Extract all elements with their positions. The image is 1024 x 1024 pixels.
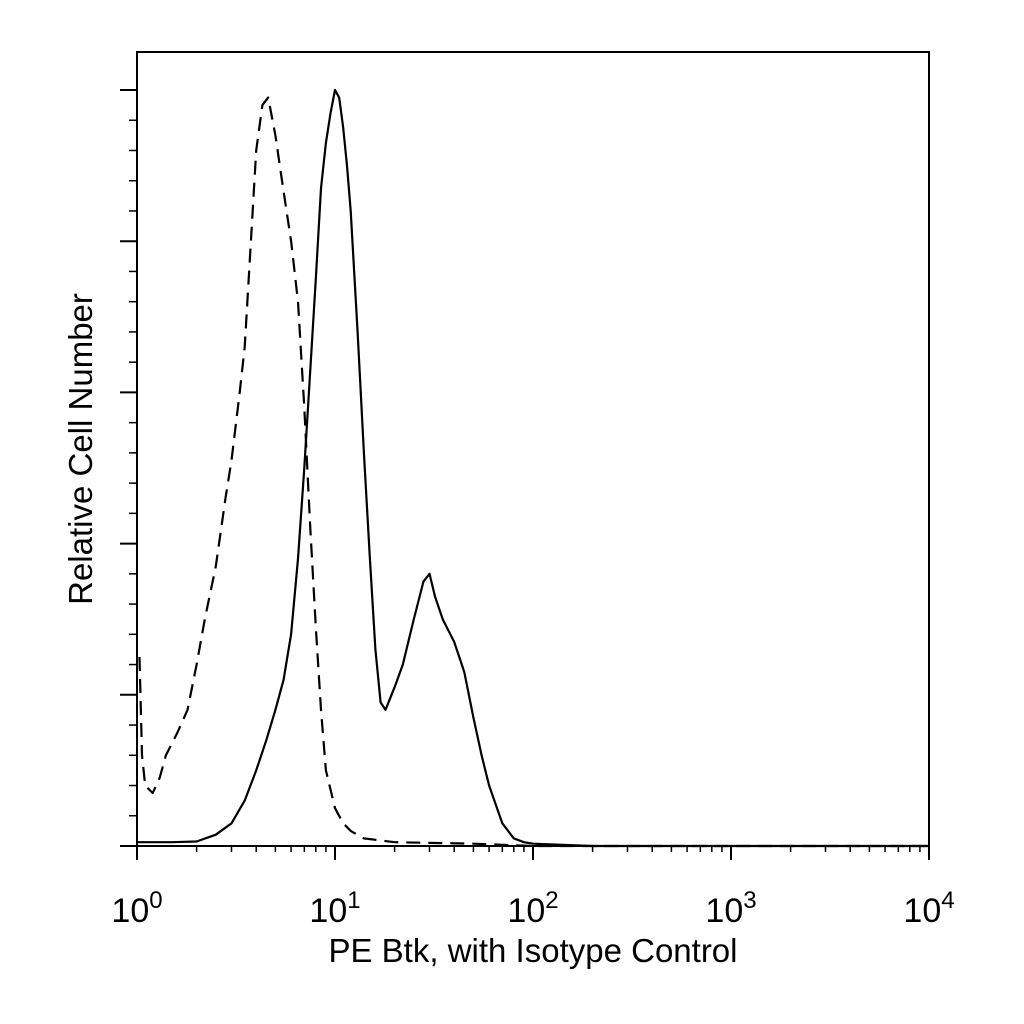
- x-axis-tick-labels: 100 101 102 103 104: [111, 887, 954, 930]
- x-tick-label: 101: [309, 887, 360, 930]
- x-tick-label: 104: [903, 887, 954, 930]
- x-tick-label: 100: [111, 887, 162, 930]
- pe-btk-line: [137, 88, 929, 848]
- x-axis-ticks: [136, 846, 930, 860]
- y-axis-ticks: [120, 89, 137, 847]
- series-layer: [137, 88, 929, 848]
- x-tick-label: 103: [705, 887, 756, 930]
- isotype-control-line: [138, 96, 929, 848]
- x-tick-label: 102: [507, 887, 558, 930]
- x-axis-label: PE Btk, with Isotype Control: [328, 932, 737, 969]
- y-axis-label: Relative Cell Number: [62, 293, 99, 605]
